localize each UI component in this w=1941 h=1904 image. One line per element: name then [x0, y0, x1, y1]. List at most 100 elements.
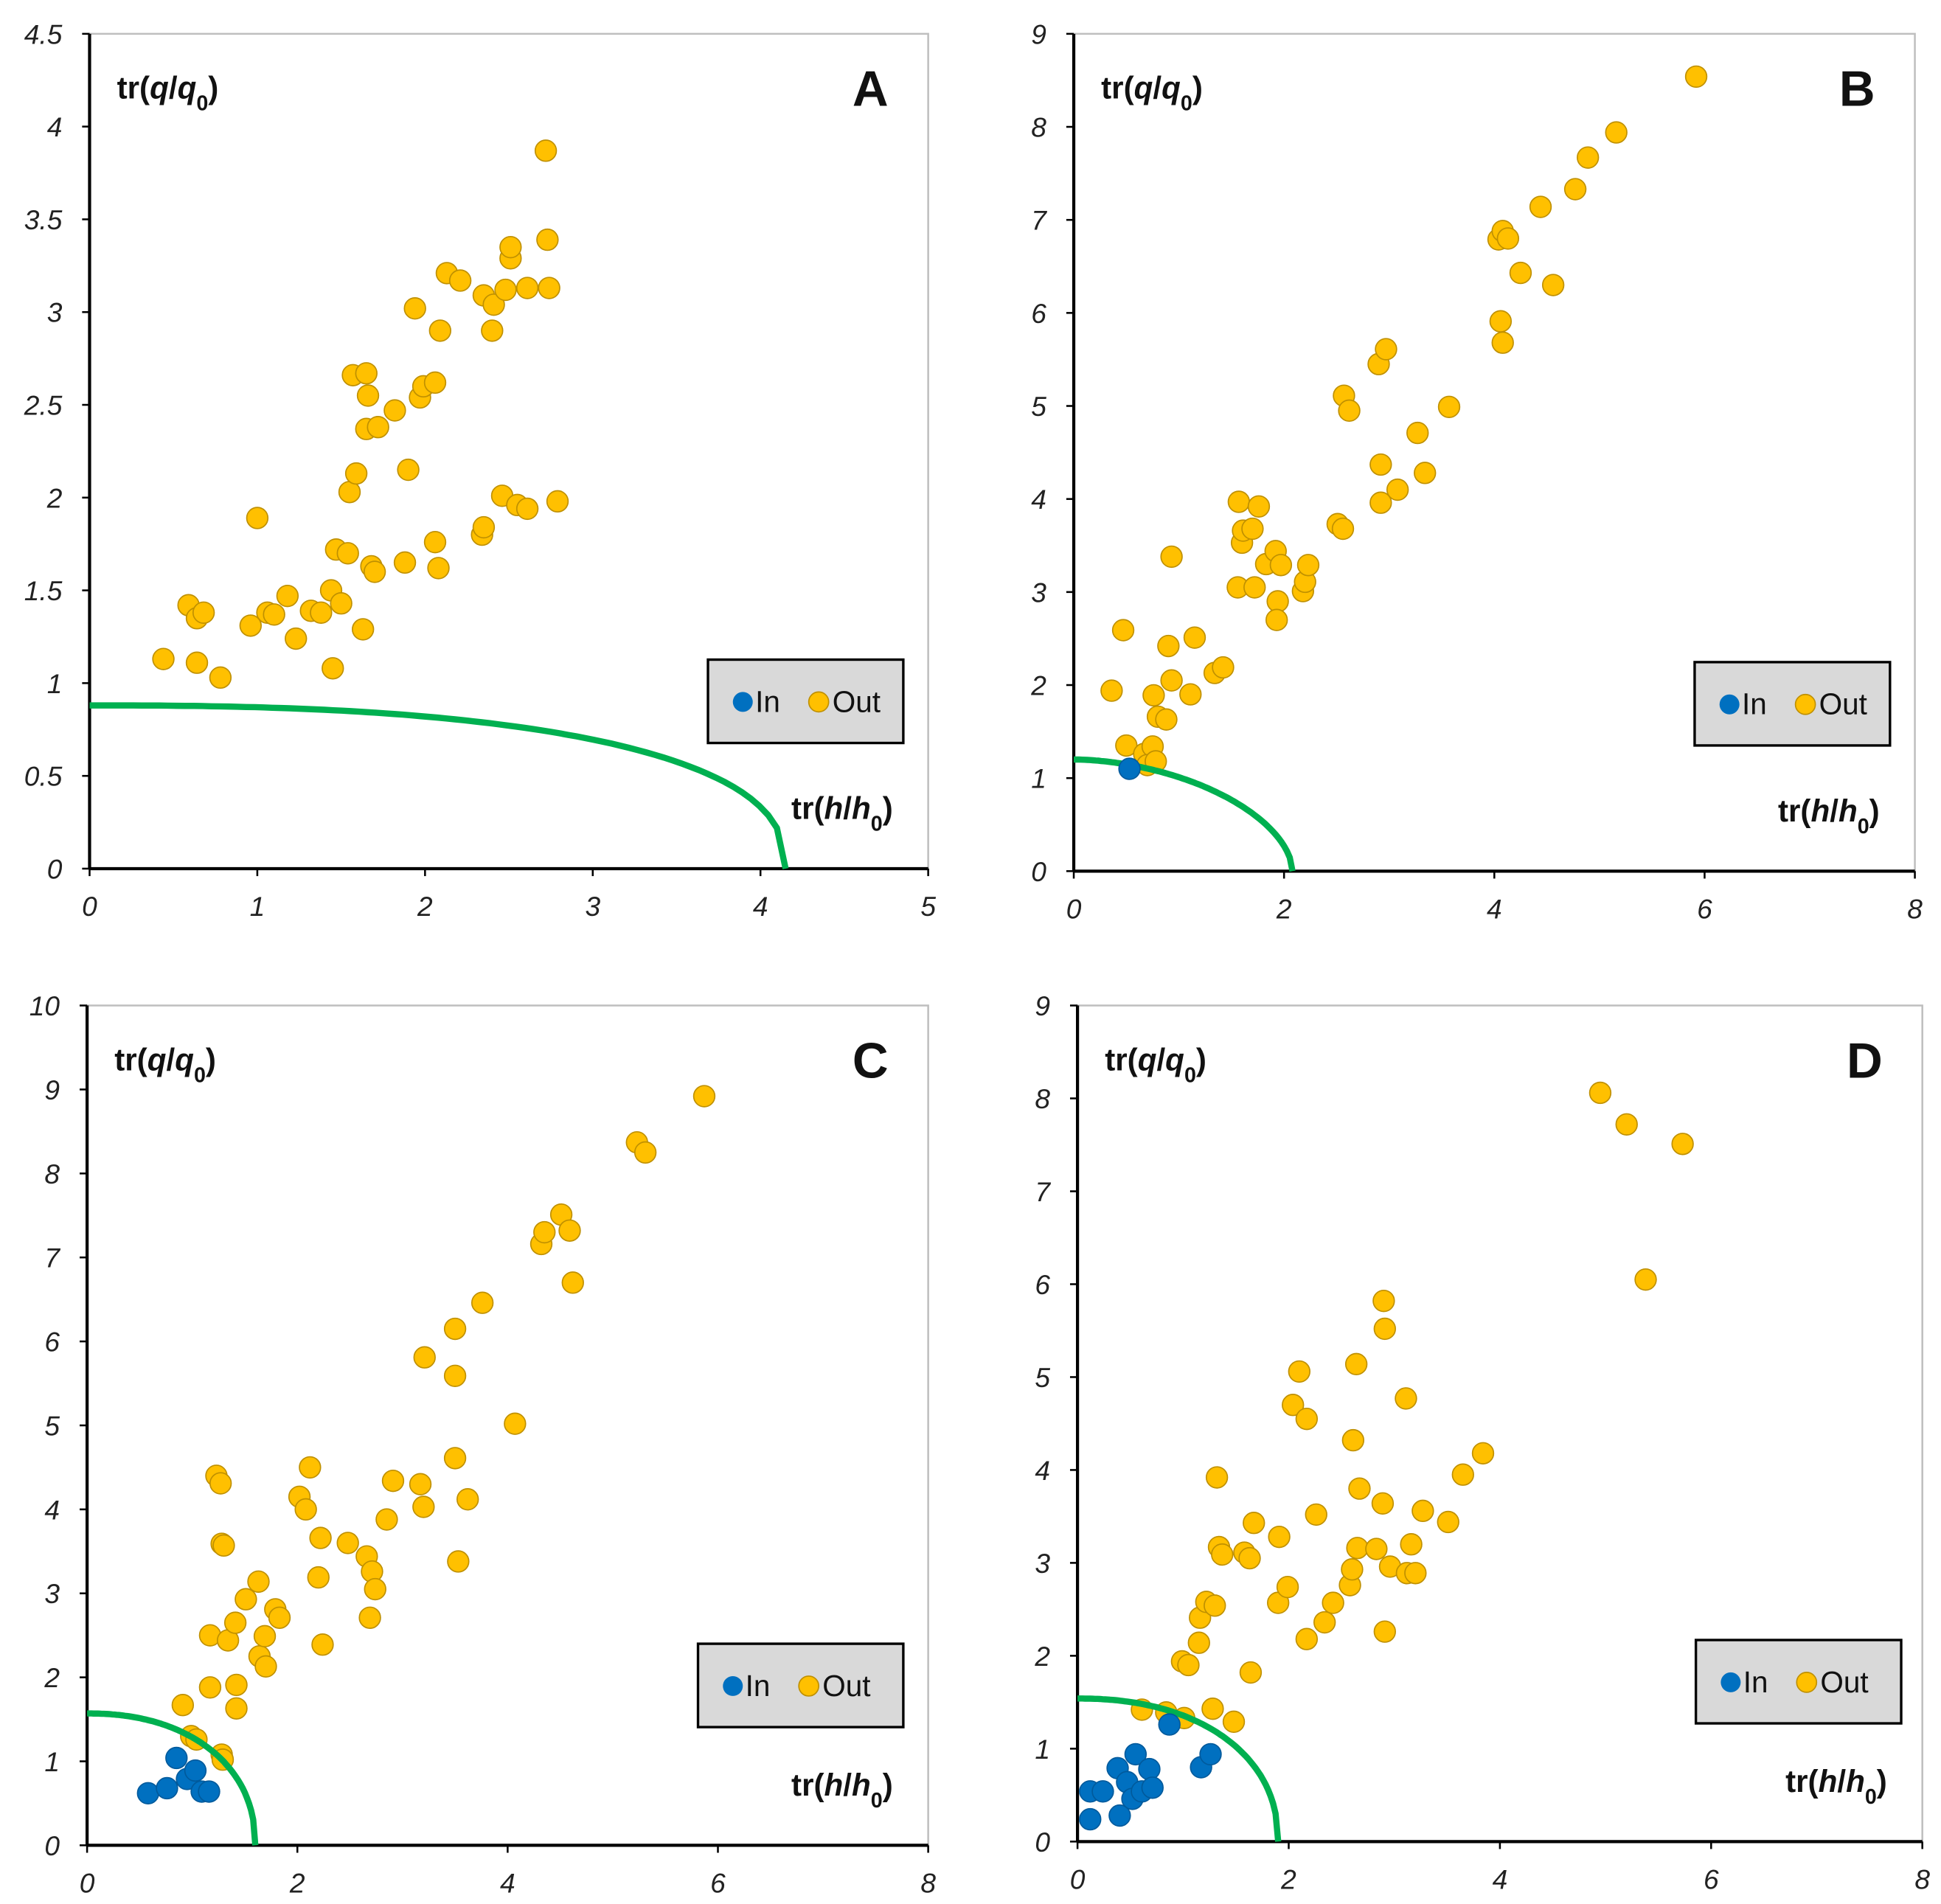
data-point-out [1183, 626, 1206, 649]
boundary-curve [1077, 1695, 1282, 1842]
data-point-out [364, 1577, 386, 1601]
data-point-out [536, 228, 559, 251]
data-point-out [223, 1611, 247, 1634]
boundary-curve [87, 1710, 259, 1846]
data-point-out [1238, 1546, 1261, 1570]
x-tick-label: 0 [1070, 1863, 1086, 1894]
y-tick-label: 2 [44, 1662, 60, 1693]
y-tick-label: 7 [44, 1243, 60, 1274]
data-point-in [1199, 1743, 1222, 1766]
data-point-out [1615, 1113, 1638, 1136]
data-point-out [1412, 1499, 1434, 1523]
legend: In Out [1693, 661, 1892, 747]
data-point-out [1371, 1492, 1395, 1515]
data-point-out [311, 1633, 334, 1656]
x-tick-label: 8 [920, 1868, 936, 1899]
data-point-out [472, 515, 496, 539]
data-point-out [276, 584, 299, 608]
boundary-curve [89, 702, 789, 869]
data-point-out [1322, 1591, 1344, 1614]
x-tick-label: 2 [417, 891, 433, 922]
data-point-out [1305, 1503, 1327, 1526]
y-tick-label: 7 [1031, 205, 1047, 236]
data-point-out [443, 1364, 467, 1387]
data-point-out [307, 1566, 330, 1589]
legend-label-in: In [755, 684, 780, 718]
y-tick-label: 6 [1031, 298, 1046, 329]
data-point-out [481, 319, 504, 342]
data-point-out [443, 1317, 467, 1341]
legend-label-out: Out [1819, 687, 1867, 721]
legend-label-in: In [1742, 687, 1767, 721]
data-point-out [336, 1532, 359, 1554]
data-point-out [356, 384, 380, 407]
data-point-out [504, 1412, 527, 1435]
data-point-out [212, 1534, 235, 1557]
data-point-out [1372, 1289, 1395, 1313]
data-point-out [534, 139, 558, 162]
x-tick-label: 1 [250, 891, 265, 922]
x-tick-label: 8 [1914, 1863, 1930, 1894]
data-point-in [1091, 1780, 1114, 1803]
data-point-out [1375, 338, 1397, 361]
data-point-in [1118, 757, 1141, 780]
data-point-out [383, 399, 406, 422]
data-point-out [1211, 1543, 1234, 1566]
data-point-out [1341, 1558, 1364, 1581]
legend-marker-in [1719, 694, 1740, 715]
data-point-out [1529, 195, 1552, 218]
y-tick-label: 9 [44, 1074, 60, 1105]
data-point-out [268, 1606, 291, 1629]
x-tick-label: 4 [753, 891, 768, 922]
data-point-in [1138, 1757, 1161, 1781]
data-point-out [1155, 708, 1178, 731]
data-point-out [225, 1673, 248, 1697]
data-point-out [1157, 634, 1180, 658]
legend: In Out [1694, 1639, 1903, 1725]
data-point-out [1247, 495, 1271, 518]
boundary-curve [1074, 756, 1296, 872]
data-point-out [336, 542, 359, 565]
x-tick-label: 4 [500, 1868, 515, 1899]
data-point-out [310, 601, 333, 624]
data-point-out [633, 1141, 657, 1164]
data-point-out [235, 1588, 257, 1611]
x-tick-label: 6 [1697, 893, 1712, 924]
panel-b: 0 2 4 6 80123456789tr(q/q0)tr(q/q0)tr(h/h0)t… [1030, 18, 1923, 924]
y-tick-label: 2 [1030, 670, 1046, 701]
data-point-out [254, 1655, 277, 1678]
data-point-out [1365, 1538, 1388, 1560]
data-point-out [1201, 1698, 1224, 1720]
data-point-out [1369, 453, 1392, 476]
data-point-in [198, 1780, 221, 1803]
x-tick-label: 6 [710, 1868, 726, 1899]
y-tick-label: 5 [44, 1410, 60, 1441]
data-point-out [533, 1220, 556, 1244]
y-tick-label: 2 [1034, 1641, 1050, 1672]
x-axis-label: tr(h/h0) [1778, 793, 1880, 838]
data-point-out [1160, 545, 1183, 569]
data-point-out [1400, 1533, 1423, 1556]
data-point-out [1268, 1525, 1291, 1549]
x-tick-label: 2 [1280, 1863, 1296, 1894]
data-point-out [1369, 491, 1392, 514]
legend-label-in: In [1743, 1665, 1768, 1699]
data-point-in [156, 1776, 178, 1800]
data-point-out [299, 1456, 322, 1479]
x-tick-label: 0 [82, 891, 97, 922]
y-tick-label: 0 [1035, 1827, 1050, 1858]
data-point-out [263, 603, 285, 626]
data-point-out [1266, 590, 1289, 613]
data-point-out [225, 1697, 248, 1720]
data-point-out [1588, 1081, 1612, 1105]
y-tick-label: 7 [1035, 1176, 1051, 1207]
data-point-out [344, 462, 368, 485]
y-tick-label: 9 [1035, 990, 1050, 1021]
data-point-in [1158, 1713, 1181, 1736]
data-point-in [184, 1759, 207, 1782]
y-tick-label: 3 [47, 297, 63, 328]
y-tick-label: 3 [1031, 577, 1046, 608]
y-tick-label: 1 [47, 668, 63, 699]
data-point-out [538, 277, 560, 299]
